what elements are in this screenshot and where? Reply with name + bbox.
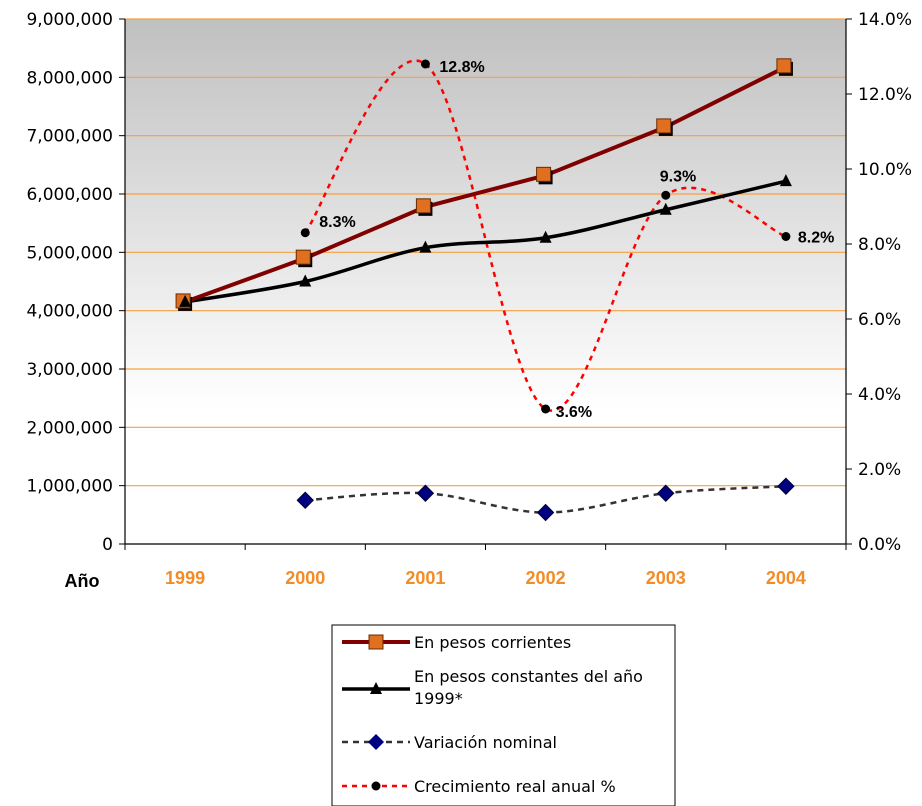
pesos-corrientes-point bbox=[415, 198, 431, 214]
crecimiento-real-data-label: 8.2% bbox=[798, 230, 834, 247]
x-axis-category-label: 1999 bbox=[165, 568, 205, 588]
legend-label: En pesos corrientes bbox=[414, 633, 571, 652]
right-axis-tick-label: 10.0% bbox=[858, 160, 912, 180]
legend-label-line: 1999* bbox=[414, 689, 463, 708]
pesos-corrientes-point bbox=[776, 58, 792, 74]
x-axis-category-label: 2002 bbox=[526, 568, 566, 588]
pesos-constantes-point bbox=[659, 202, 672, 215]
left-axis-tick-label: 9,000,000 bbox=[26, 10, 113, 30]
left-axis-tick-label: 4,000,000 bbox=[26, 302, 113, 322]
crecimiento-real-data-label: 3.6% bbox=[556, 404, 592, 421]
crecimiento-real-data-label: 12.8% bbox=[439, 59, 484, 76]
legend: En pesos corrientes En pesos constantes d… bbox=[331, 624, 676, 806]
right-axis-tick-label: 14.0% bbox=[858, 10, 912, 30]
right-axis-tick-label: 8.0% bbox=[858, 235, 901, 255]
variacion-nominal-point bbox=[777, 477, 795, 495]
right-axis-tick-label: 6.0% bbox=[858, 310, 901, 330]
x-axis-category-label: 2004 bbox=[766, 568, 806, 588]
pesos-constantes-point bbox=[179, 294, 192, 307]
pesos-constantes-point bbox=[299, 274, 312, 287]
variacion-nominal-point bbox=[657, 484, 675, 502]
pesos-constantes-point bbox=[539, 230, 552, 243]
variacion-nominal-point bbox=[296, 491, 314, 509]
crecimiento-real-point bbox=[300, 228, 310, 238]
right-axis-tick-label: 12.0% bbox=[858, 85, 912, 105]
variacion-nominal-point bbox=[536, 503, 555, 522]
left-axis-tick-label: 0 bbox=[102, 535, 113, 555]
x-axis-category-label: 2003 bbox=[646, 568, 686, 588]
legend-box bbox=[331, 624, 676, 806]
legend-swatch-marker bbox=[368, 634, 384, 650]
legend-swatch-marker bbox=[371, 781, 381, 791]
right-axis-tick-label: 0.0% bbox=[858, 535, 901, 555]
pesos-corrientes-point bbox=[656, 118, 672, 134]
pesos-corrientes-point bbox=[536, 166, 552, 182]
legend-label: Crecimiento real anual % bbox=[414, 777, 616, 796]
left-axis-tick-label: 8,000,000 bbox=[26, 68, 113, 88]
variacion-nominal-point bbox=[416, 484, 435, 502]
pesos-constantes-point bbox=[419, 240, 432, 253]
pesos-corrientes-point bbox=[295, 249, 311, 265]
left-axis-tick-label: 7,000,000 bbox=[26, 127, 113, 147]
x-axis-category-label: 2000 bbox=[285, 568, 325, 588]
crecimiento-real-point bbox=[661, 190, 671, 200]
series-pesos-corrientes-line bbox=[184, 65, 787, 304]
crecimiento-real-data-label: 9.3% bbox=[660, 168, 696, 185]
crecimiento-real-data-label: 8.3% bbox=[319, 214, 355, 231]
legend-label: En pesos constantes del año 1999* bbox=[414, 667, 643, 708]
x-axis-title: Año bbox=[65, 571, 100, 591]
legend-swatch-marker bbox=[370, 682, 382, 694]
right-axis-tick-label: 4.0% bbox=[858, 385, 901, 405]
right-axis-tick-label: 2.0% bbox=[858, 460, 901, 480]
crecimiento-real-point bbox=[541, 404, 551, 414]
legend-label: Variación nominal bbox=[414, 733, 557, 752]
crecimiento-real-point bbox=[781, 232, 791, 241]
crecimiento-real-point bbox=[420, 59, 430, 69]
left-axis-tick-label: 1,000,000 bbox=[26, 477, 113, 497]
legend-label-line: En pesos constantes del año bbox=[414, 667, 643, 686]
left-axis-tick-label: 6,000,000 bbox=[26, 185, 113, 205]
left-axis-tick-label: 5,000,000 bbox=[26, 243, 113, 263]
series-pesos-constantes-line bbox=[184, 179, 787, 304]
pesos-constantes-point bbox=[779, 174, 792, 187]
x-axis-category-label: 2001 bbox=[405, 568, 445, 588]
legend-swatch-marker bbox=[368, 734, 384, 750]
left-axis-tick-label: 3,000,000 bbox=[26, 360, 113, 380]
left-axis-tick-label: 2,000,000 bbox=[26, 418, 113, 438]
